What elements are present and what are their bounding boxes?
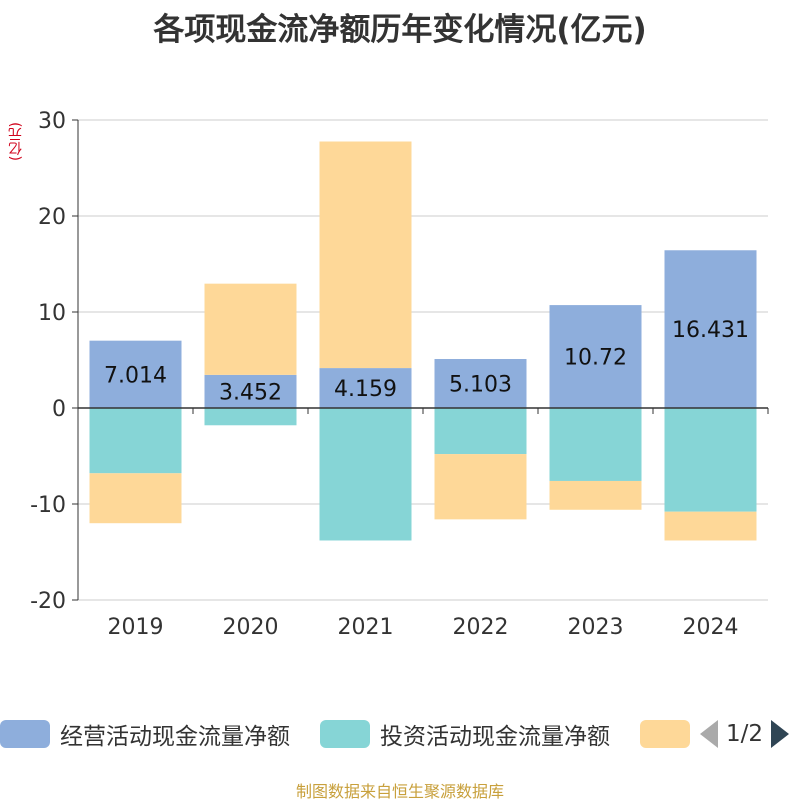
- data-label-operating-2022: 5.103: [449, 373, 512, 398]
- y-tick-label: 10: [38, 301, 66, 326]
- legend-swatch-investing: [320, 720, 370, 748]
- data-label-operating-2023: 10.72: [564, 346, 627, 371]
- x-tick-label-2022: 2022: [453, 615, 509, 640]
- x-tick-label-2019: 2019: [108, 615, 164, 640]
- y-tick-label: -20: [30, 589, 66, 614]
- data-label-operating-2021: 4.159: [334, 377, 397, 402]
- legend-prev-arrow-icon[interactable]: [700, 720, 718, 748]
- legend-item-investing[interactable]: 投资活动现金流量净额: [320, 716, 610, 752]
- bar-operating-2019: [89, 340, 182, 408]
- bar-financing-2023: [549, 480, 642, 510]
- y-tick-label: -10: [30, 493, 66, 518]
- legend-item-financing[interactable]: [640, 716, 700, 752]
- legend-page-indicator: 1/2: [726, 721, 764, 747]
- bar-operating-2024: [664, 250, 757, 408]
- bar-financing-2021: [319, 141, 412, 369]
- data-source-note: 制图数据来自恒生聚源数据库: [295, 782, 504, 801]
- chart-title: 各项现金流净额历年变化情况(亿元): [153, 12, 647, 48]
- legend-swatch-operating: [0, 720, 50, 748]
- bar-investing-2024: [664, 408, 757, 512]
- bar-financing-2024: [664, 511, 757, 541]
- bar-operating-2020: [204, 374, 297, 408]
- data-label-operating-2019: 7.014: [104, 363, 167, 388]
- x-tick-label-2020: 2020: [223, 615, 279, 640]
- legend-swatch-financing: [640, 720, 690, 748]
- bar-investing-2022: [434, 408, 527, 455]
- legend-label-operating: 经营活动现金流量净额: [60, 724, 290, 750]
- x-tick-label-2023: 2023: [568, 615, 624, 640]
- x-tick-label-2021: 2021: [338, 615, 394, 640]
- legend: 经营活动现金流量净额 投资活动现金流量净额 1/2: [0, 716, 800, 756]
- bar-financing-2019: [89, 473, 182, 524]
- y-tick-label: 30: [38, 109, 66, 134]
- bar-operating-2021: [319, 368, 412, 408]
- bar-chart: 30 20 10 0 -10 -20 7.014 3.452 4.159 5.103 10.72 16…: [30, 109, 769, 640]
- x-tick-label-2024: 2024: [683, 615, 739, 640]
- bar-financing-2022: [434, 454, 527, 520]
- legend-pager: 1/2: [700, 716, 790, 752]
- legend-next-arrow-icon[interactable]: [771, 720, 790, 748]
- bar-operating-2022: [434, 359, 527, 408]
- data-label-operating-2020: 3.452: [219, 380, 282, 405]
- y-tick-label: 0: [52, 397, 66, 422]
- bar-financing-2020: [204, 283, 297, 375]
- bar-operating-2023: [549, 305, 642, 408]
- data-label-operating-2024: 16.431: [672, 318, 749, 343]
- legend-label-investing: 投资活动现金流量净额: [380, 724, 610, 750]
- bar-investing-2023: [549, 408, 642, 481]
- legend-item-operating[interactable]: 经营活动现金流量净额: [0, 716, 290, 752]
- y-tick-label: 20: [38, 205, 66, 230]
- bar-investing-2019: [89, 408, 182, 474]
- bar-investing-2021: [319, 408, 412, 541]
- bar-investing-2020: [204, 408, 297, 426]
